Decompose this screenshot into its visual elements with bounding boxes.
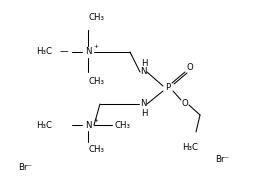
Text: N: N (139, 67, 146, 77)
Text: CH₃: CH₃ (89, 146, 105, 155)
Text: O: O (181, 99, 188, 108)
Text: N: N (139, 99, 146, 108)
Text: CH₃: CH₃ (89, 77, 105, 86)
Text: CH₃: CH₃ (89, 14, 105, 23)
Text: H₃C: H₃C (181, 143, 197, 152)
Text: H₃C: H₃C (36, 121, 52, 130)
Text: P: P (165, 83, 170, 92)
Text: H: H (140, 108, 147, 118)
Text: CH₃: CH₃ (115, 121, 131, 130)
Text: H₃C: H₃C (36, 48, 52, 57)
Text: N: N (84, 48, 91, 57)
Text: Br⁻: Br⁻ (214, 155, 228, 164)
Text: H: H (140, 58, 147, 67)
Text: —: — (59, 48, 68, 57)
Text: +: + (93, 45, 98, 49)
Text: N: N (84, 121, 91, 130)
Text: +: + (93, 118, 98, 123)
Text: O: O (186, 64, 193, 73)
Text: Br⁻: Br⁻ (18, 164, 32, 173)
